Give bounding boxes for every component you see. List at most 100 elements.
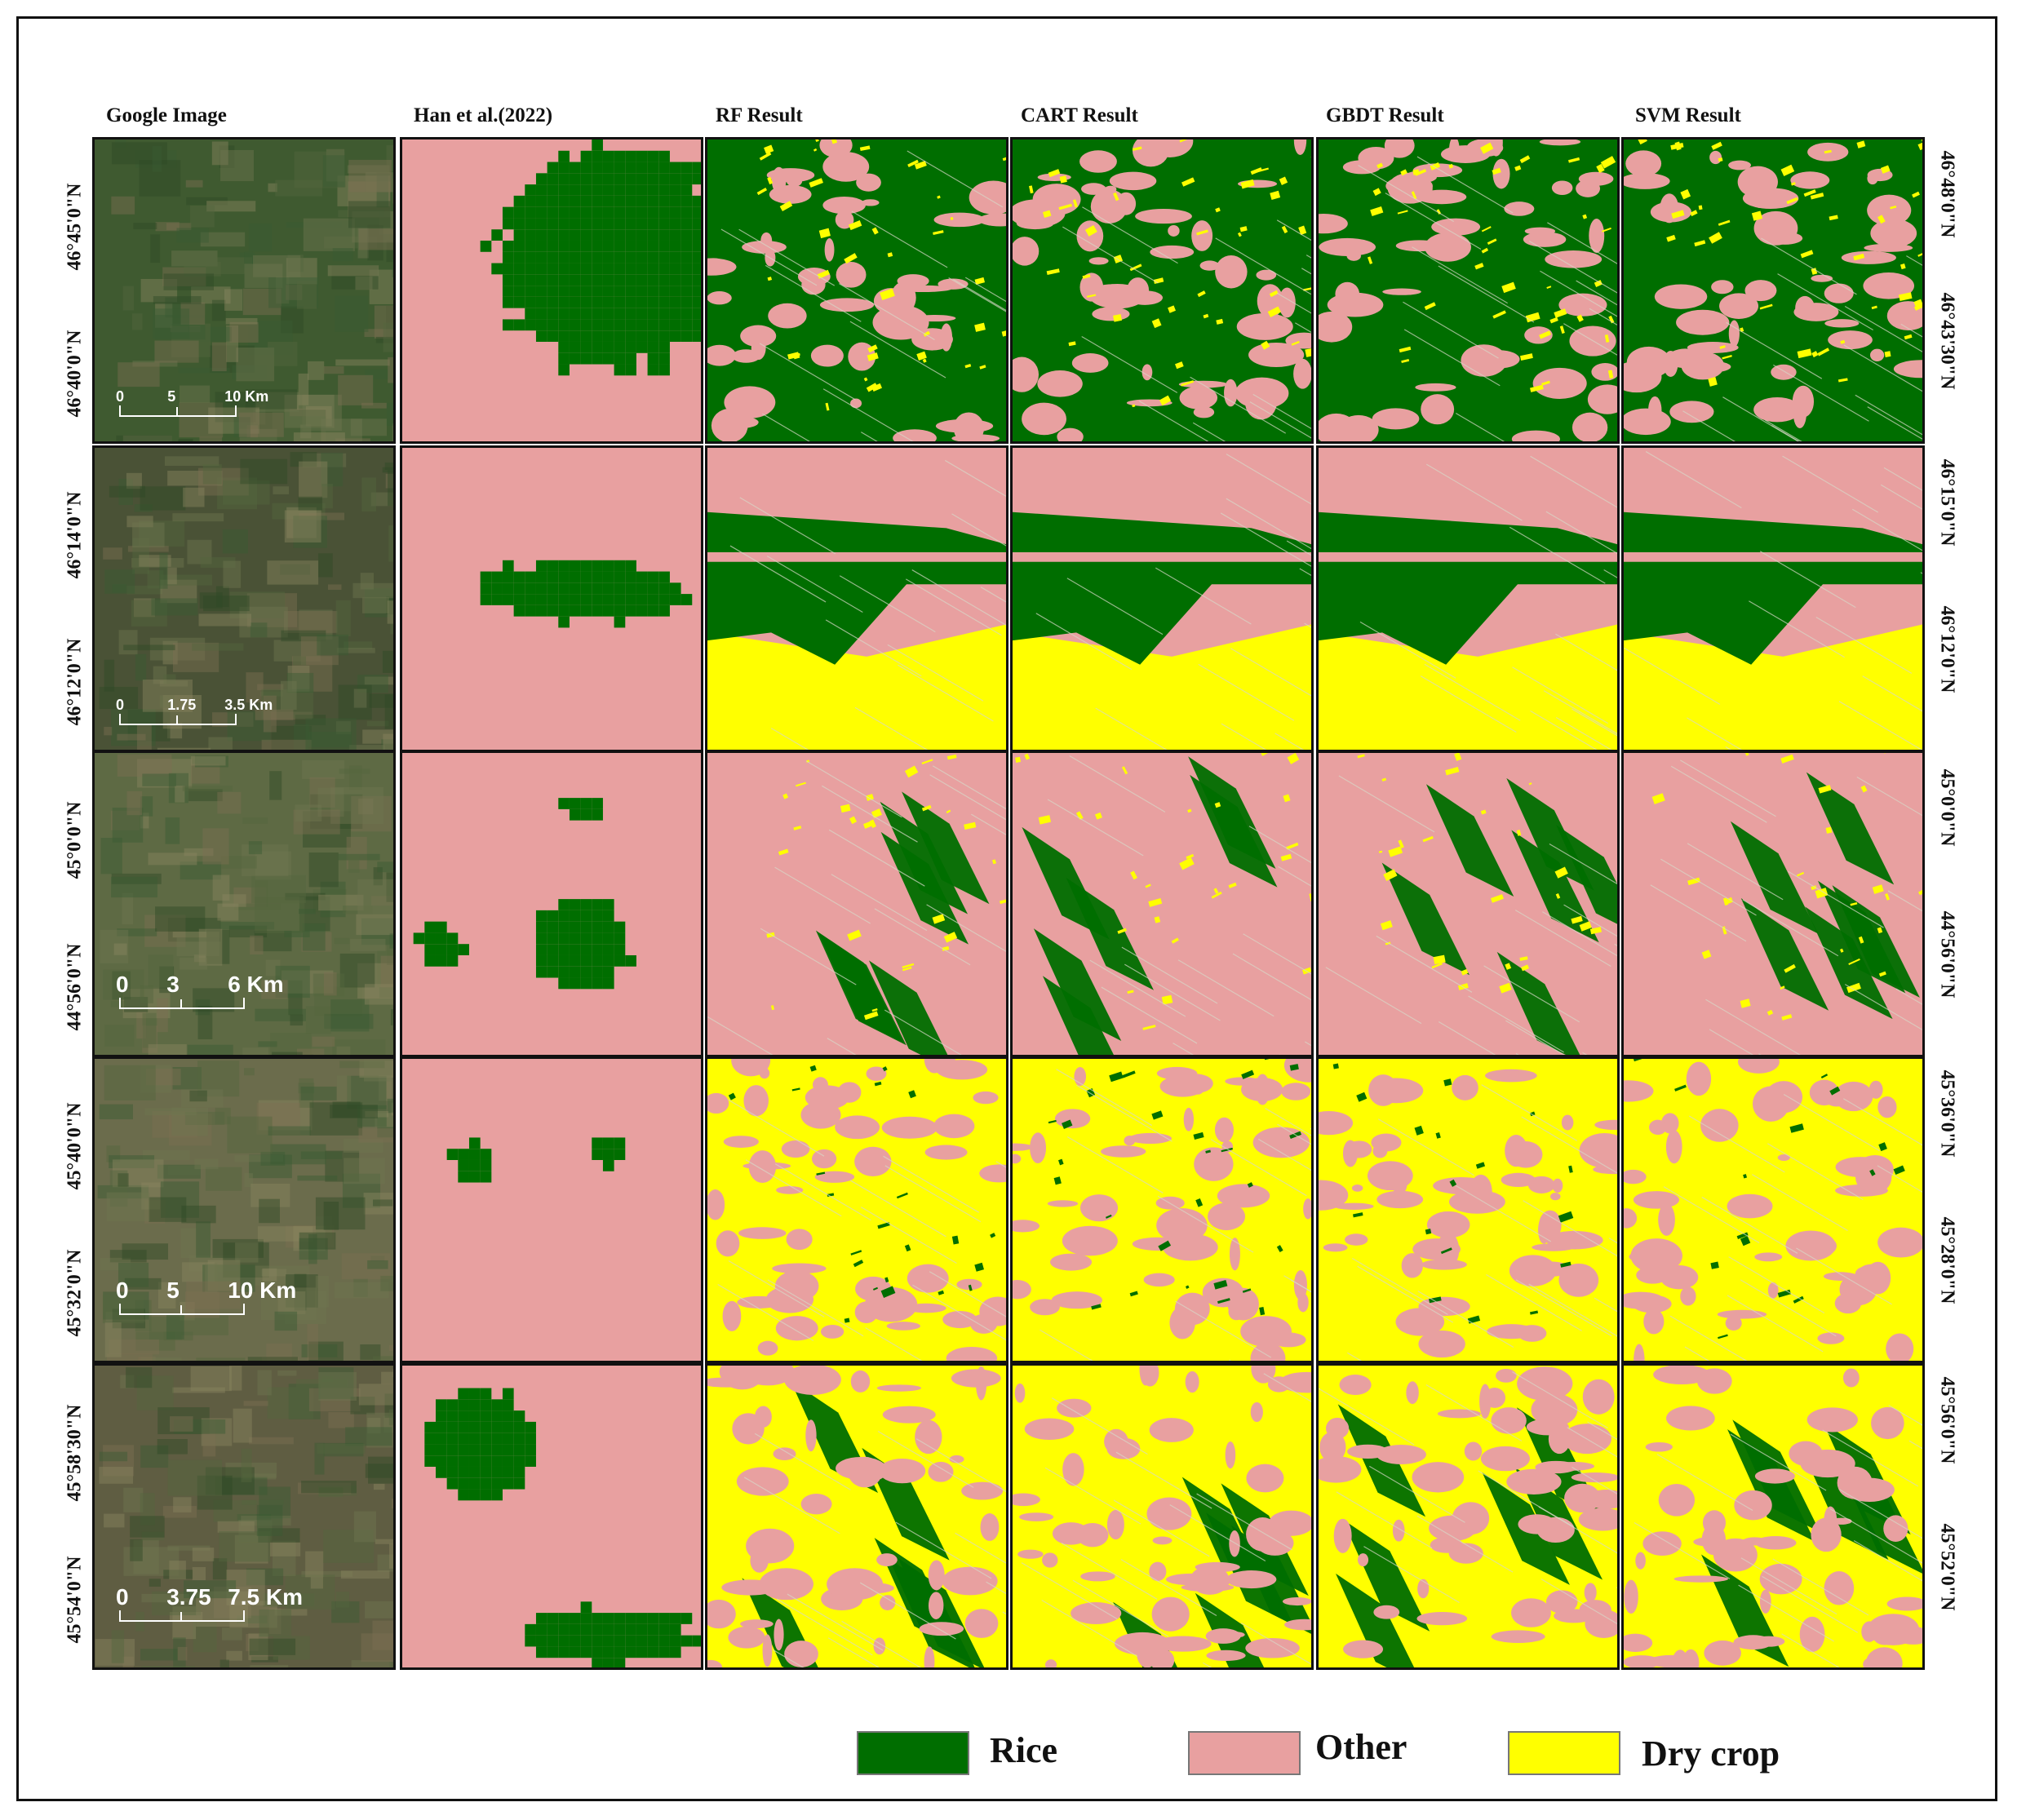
map-gbdt-row-4: [1319, 1059, 1617, 1361]
panel-gbdt-row-5: [1316, 1363, 1620, 1670]
scale-label: 0: [116, 972, 129, 997]
map-cart-row-4: [1013, 1059, 1311, 1361]
map-han-row-2: [402, 448, 701, 750]
latitude-label-right: 45°36'0"N: [1936, 1069, 1958, 1158]
map-google-row-2: [95, 448, 393, 750]
latitude-label-right: 46°12'0"N: [1936, 605, 1958, 693]
latitude-label-left: 45°40'0"N: [64, 1102, 86, 1190]
scale-label: 3: [166, 972, 180, 997]
panel-han-row-3: [400, 751, 703, 1057]
map-cart-row-1: [1013, 139, 1311, 441]
map-gbdt-row-1: [1319, 139, 1617, 441]
map-rf-row-2: [707, 448, 1006, 750]
scale-label: 10 Km: [224, 388, 269, 405]
panel-rf-row-5: [705, 1363, 1008, 1670]
latitude-label-right: 46°48'0"N: [1936, 150, 1958, 238]
map-han-row-5: [402, 1366, 701, 1667]
scale-label: 10 Km: [228, 1278, 297, 1303]
legend-swatch-rice: [857, 1731, 969, 1775]
scale-label: 6 Km: [228, 972, 284, 997]
latitude-label-left: 46°45'0"N: [64, 183, 86, 271]
scale-label: 3.5 Km: [224, 697, 273, 713]
legend-swatch-dry-crop: [1508, 1731, 1620, 1775]
latitude-label-right: 45°56'0"N: [1936, 1376, 1958, 1464]
latitude-label-left: 45°58'30"N: [64, 1404, 86, 1502]
map-rf-row-1: [707, 139, 1006, 441]
map-cart-row-5: [1013, 1366, 1311, 1667]
map-cart-row-3: [1013, 753, 1311, 1055]
scale-bar: 0 5 10 Km: [116, 1273, 296, 1315]
figure-frame: [16, 16, 1997, 1801]
scale-label: 3.75: [166, 1584, 211, 1610]
map-cart-row-2: [1013, 448, 1311, 750]
panel-gbdt-row-2: [1316, 445, 1620, 752]
legend-swatch-other: [1188, 1731, 1301, 1775]
latitude-label-left: 46°40'0"N: [64, 330, 86, 418]
panel-svm-row-4: [1621, 1056, 1925, 1363]
map-google-row-1: [95, 139, 393, 441]
map-rf-row-4: [707, 1059, 1006, 1361]
panel-svm-row-1: [1621, 137, 1925, 444]
panel-svm-row-2: [1621, 445, 1925, 752]
map-rf-row-5: [707, 1366, 1006, 1667]
scale-label: 0: [116, 1278, 129, 1303]
panel-cart-row-2: [1010, 445, 1314, 752]
scale-label: 5: [167, 388, 176, 405]
latitude-label-left: 45°0'0"N: [64, 801, 86, 879]
map-gbdt-row-2: [1319, 448, 1617, 750]
map-svm-row-3: [1624, 753, 1922, 1055]
legend-label-other: Other: [1315, 1727, 1407, 1767]
latitude-label-left: 45°54'0"N: [64, 1556, 86, 1644]
latitude-label-right: 46°43'30"N: [1936, 292, 1958, 390]
latitude-label-right: 44°56'0"N: [1936, 910, 1958, 999]
scale-bar: 0 5 10 Km: [116, 383, 282, 417]
column-title-svm: SVM Result: [1635, 104, 1741, 126]
panel-han-row-4: [400, 1056, 703, 1363]
map-svm-row-4: [1624, 1059, 1922, 1361]
panel-cart-row-4: [1010, 1056, 1314, 1363]
latitude-label-left: 45°32'0"N: [64, 1249, 86, 1337]
map-google-row-3: [95, 753, 393, 1055]
panel-google-row-1: 0 5 10 Km: [92, 137, 396, 444]
map-rf-row-3: [707, 753, 1006, 1055]
panel-cart-row-1: [1010, 137, 1314, 444]
latitude-label-right: 45°52'0"N: [1936, 1523, 1958, 1611]
latitude-label-left: 46°14'0"N: [64, 491, 86, 579]
latitude-label-left: 44°56'0"N: [64, 943, 86, 1031]
scale-bar: 0 1.75 3.5 Km: [116, 691, 282, 725]
map-google-row-5: [95, 1366, 393, 1667]
panel-gbdt-row-1: [1316, 137, 1620, 444]
panel-svm-row-3: [1621, 751, 1925, 1057]
map-svm-row-1: [1624, 139, 1922, 441]
scale-label: 1.75: [167, 697, 197, 713]
panel-google-row-3: 0 3 6 Km: [92, 751, 396, 1057]
latitude-label-left: 46°12'0"N: [64, 638, 86, 726]
panel-cart-row-3: [1010, 751, 1314, 1057]
column-title-gbdt: GBDT Result: [1326, 104, 1444, 126]
scale-label: 0: [116, 697, 125, 713]
scale-bar: 0 3.75 7.5 Km: [116, 1579, 303, 1622]
scale-label: 0: [116, 1584, 129, 1610]
column-title-rf: RF Result: [716, 104, 803, 126]
latitude-label-right: 45°0'0"N: [1936, 768, 1958, 847]
map-han-row-4: [402, 1059, 701, 1361]
panel-google-row-5: 0 3.75 7.5 Km: [92, 1363, 396, 1670]
map-svm-row-2: [1624, 448, 1922, 750]
map-svm-row-5: [1624, 1366, 1922, 1667]
latitude-label-right: 45°28'0"N: [1936, 1216, 1958, 1304]
scale-label: 7.5 Km: [228, 1584, 304, 1610]
map-gbdt-row-5: [1319, 1366, 1617, 1667]
panel-gbdt-row-4: [1316, 1056, 1620, 1363]
panel-han-row-2: [400, 445, 703, 752]
panel-cart-row-5: [1010, 1363, 1314, 1670]
panel-han-row-5: [400, 1363, 703, 1670]
panel-google-row-2: 0 1.75 3.5 Km: [92, 445, 396, 752]
panel-rf-row-1: [705, 137, 1008, 444]
scale-label: 5: [166, 1278, 180, 1303]
panel-rf-row-3: [705, 751, 1008, 1057]
map-han-row-1: [402, 139, 701, 441]
legend-label-rice: Rice: [990, 1730, 1058, 1770]
scale-bar: 0 3 6 Km: [116, 967, 290, 1009]
panel-svm-row-5: [1621, 1363, 1925, 1670]
legend-label-dry-crop: Dry crop: [1642, 1734, 1780, 1774]
